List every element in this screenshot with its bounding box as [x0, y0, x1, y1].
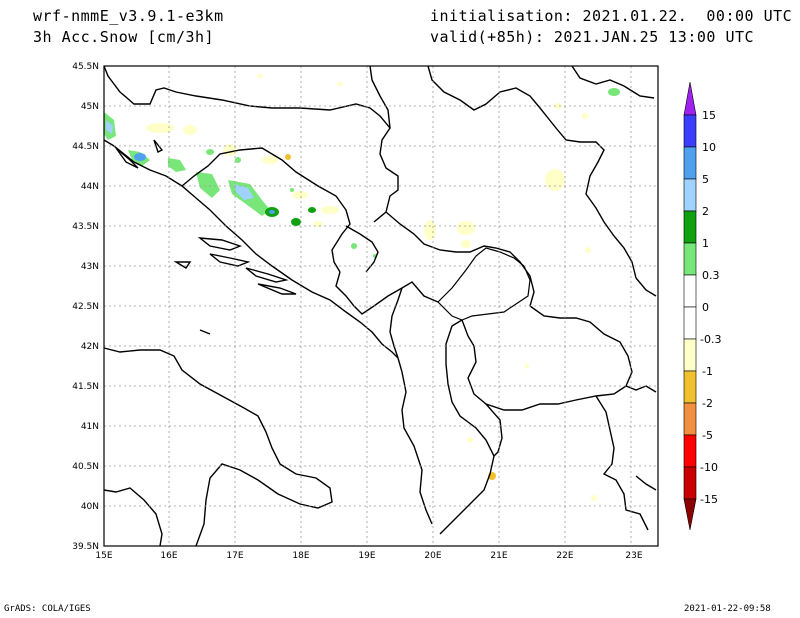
footer-credit: GrADS: COLA/IGES	[4, 604, 91, 614]
lon-label: 18E	[292, 551, 309, 561]
colorbar-label: -1	[702, 365, 713, 378]
footer-timestamp: 2021-01-22-09:58	[684, 604, 771, 614]
lat-label: 43N	[81, 262, 99, 272]
lon-label: 20E	[424, 551, 441, 561]
colorbar-label: -5	[702, 429, 713, 442]
lat-label: 44N	[81, 182, 99, 192]
colorbar-label: -15	[700, 493, 718, 506]
lat-label: 44.5N	[72, 142, 99, 152]
lon-label: 22E	[556, 551, 573, 561]
lat-label: 40N	[81, 502, 99, 512]
lat-label: 39.5N	[72, 542, 99, 552]
colorbar-label: 5	[702, 173, 709, 186]
colorbar-swatch	[683, 242, 697, 276]
init-time: initialisation: 2021.01.22. 00:00 UTC	[430, 7, 793, 25]
lat-label: 41N	[81, 422, 99, 432]
lat-label: 41.5N	[72, 382, 99, 392]
colorbar-swatch	[683, 466, 697, 500]
lat-label: 42N	[81, 342, 99, 352]
colorbar-label: -2	[702, 397, 713, 410]
lon-label: 16E	[160, 551, 177, 561]
model-title: wrf-nmmE_v3.9.1-e3km	[33, 7, 224, 25]
colorbar-swatch	[683, 146, 697, 180]
lat-label: 40.5N	[72, 462, 99, 472]
valid-time: valid(+85h): 2021.JAN.25 13:00 UTC	[430, 28, 755, 46]
lat-label: 42.5N	[72, 302, 99, 312]
colorbar-cap-bottom	[683, 498, 697, 531]
colorbar-label: 15	[702, 109, 716, 122]
field-title: 3h Acc.Snow [cm/3h]	[33, 28, 215, 46]
lon-label: 21E	[490, 551, 507, 561]
colorbar-swatch	[683, 434, 697, 468]
map-frame	[103, 65, 659, 547]
colorbar-labels: 15 10 5 2 1 0.3 0 -0.3 -1 -2 -5 -10 -15	[700, 109, 721, 506]
colorbar-cap-top	[683, 81, 697, 116]
lat-axis: 45.5N 45N 44.5N 44N 43.5N 43N 42.5N 42N …	[72, 62, 99, 552]
graticule	[104, 66, 658, 546]
lon-label: 15E	[95, 551, 112, 561]
lon-label: 17E	[226, 551, 243, 561]
colorbar-label: -0.3	[700, 333, 721, 346]
colorbar-swatch	[683, 210, 697, 244]
snow-field	[104, 74, 620, 501]
colorbar-label: 1	[702, 237, 709, 250]
colorbar-label: 0.3	[702, 269, 720, 282]
colorbar-swatch	[683, 274, 697, 308]
colorbar-label: 0	[702, 301, 709, 314]
map-area	[103, 65, 659, 547]
colorbar-swatch	[683, 178, 697, 212]
lat-label: 45.5N	[72, 62, 99, 72]
colorbar	[683, 81, 697, 531]
lon-axis: 15E 16E 17E 18E 19E 20E 21E 22E 23E	[95, 551, 642, 561]
colorbar-label: 10	[702, 141, 716, 154]
lat-label: 45N	[81, 102, 99, 112]
lat-label: 43.5N	[72, 222, 99, 232]
colorbar-swatch	[683, 402, 697, 436]
colorbar-swatch	[683, 370, 697, 404]
lon-label: 23E	[625, 551, 642, 561]
colorbar-swatch	[683, 306, 697, 340]
lon-label: 19E	[358, 551, 375, 561]
colorbar-label: -10	[700, 461, 718, 474]
colorbar-swatch	[683, 114, 697, 148]
colorbar-swatch	[683, 338, 697, 372]
colorbar-label: 2	[702, 205, 709, 218]
